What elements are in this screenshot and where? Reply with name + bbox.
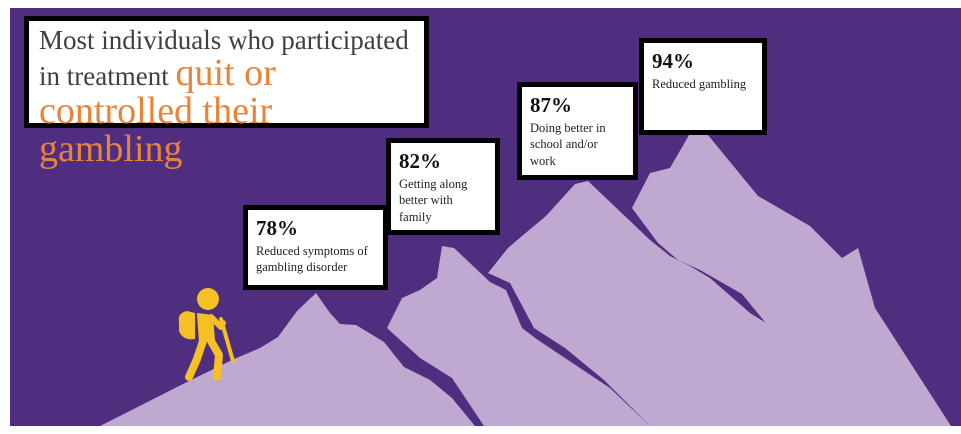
mountains-illustration <box>100 130 951 426</box>
headline-box: Most individuals who participated in tre… <box>24 16 429 168</box>
stat-box-school-work: 87% Doing better in school and/or work <box>517 82 638 180</box>
mountain-4 <box>632 130 951 426</box>
stat-box-symptoms: 78% Reduced symptoms of gambling disorde… <box>243 205 388 290</box>
mountain-3 <box>488 181 832 426</box>
headline-lead: Most individuals who participated in tre… <box>39 25 409 91</box>
stat-label: Getting along better with family <box>399 177 468 224</box>
infographic-panel: Most individuals who participated in tre… <box>10 8 961 426</box>
mountain-2 <box>387 246 650 426</box>
stat-box-family: 82% Getting along better with family <box>386 138 500 235</box>
stat-label: Reduced gambling <box>652 77 747 92</box>
stat-percent: 87% <box>530 93 572 117</box>
stat-percent: 78% <box>256 216 298 240</box>
stat-label: Reduced symptoms of gambling disorder <box>256 244 368 275</box>
stat-percent: 82% <box>399 149 441 173</box>
stat-percent: 94% <box>652 49 694 73</box>
headline-accent: quit or controlled their gambling <box>39 52 276 170</box>
stat-label: Doing better in school and/or work <box>530 121 606 168</box>
mountain-1 <box>100 293 475 426</box>
hiker-icon <box>178 288 235 381</box>
stat-box-gambling: 94% Reduced gambling <box>639 38 767 135</box>
